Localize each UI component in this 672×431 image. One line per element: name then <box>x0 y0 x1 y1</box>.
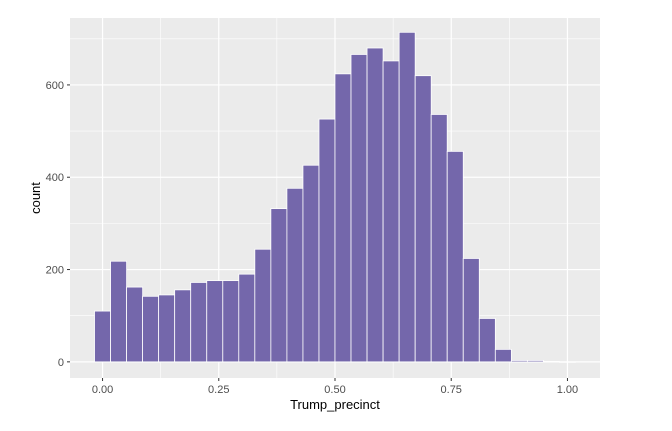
x-tick-label: 0.50 <box>324 384 345 396</box>
histogram-bar <box>286 187 304 363</box>
y-tick-label: 400 <box>46 172 64 184</box>
histogram-bar <box>334 73 352 363</box>
histogram-bar <box>254 248 272 363</box>
x-axis-title: Trump_precinct <box>290 397 380 412</box>
x-tick-label: 1.00 <box>557 384 578 396</box>
histogram-bar <box>382 60 400 363</box>
histogram-bar <box>110 260 128 363</box>
histogram-bar <box>446 150 464 363</box>
histogram-bar <box>510 360 528 363</box>
histogram-bar <box>318 118 336 363</box>
histogram-bar <box>430 114 448 363</box>
histogram-bar <box>142 295 160 363</box>
histogram-bar <box>270 208 288 363</box>
histogram-bar <box>302 164 320 363</box>
histogram-bar <box>494 348 512 363</box>
y-tick-label: 600 <box>46 80 64 92</box>
histogram-bar <box>174 289 192 363</box>
histogram-bar <box>366 47 384 363</box>
histogram-bar <box>350 54 368 363</box>
histogram-bar <box>526 360 544 363</box>
histogram-bar <box>542 360 560 363</box>
histogram-bar <box>190 282 208 363</box>
histogram-bar <box>462 258 480 363</box>
y-tick-label: 0 <box>58 357 64 369</box>
histogram-bar <box>158 294 176 363</box>
histogram-bar <box>478 318 496 363</box>
histogram-bar <box>414 75 432 363</box>
histogram-bar <box>398 31 416 363</box>
y-axis-title: count <box>28 182 43 214</box>
histogram-bar <box>94 310 111 363</box>
histogram-bar <box>559 361 576 363</box>
x-tick-label: 0.75 <box>441 384 462 396</box>
x-tick-label: 0.00 <box>92 384 113 396</box>
y-axis: 0 200 400 600 <box>46 80 70 369</box>
histogram-bar <box>126 286 144 363</box>
y-tick-label: 200 <box>46 265 64 277</box>
histogram-bars <box>94 31 576 363</box>
histogram-bar <box>238 273 256 363</box>
histogram-bar <box>206 280 224 363</box>
x-axis: 0.00 0.25 0.50 0.75 1.00 <box>92 378 578 396</box>
x-tick-label: 0.25 <box>208 384 229 396</box>
histogram-bar <box>222 280 240 363</box>
